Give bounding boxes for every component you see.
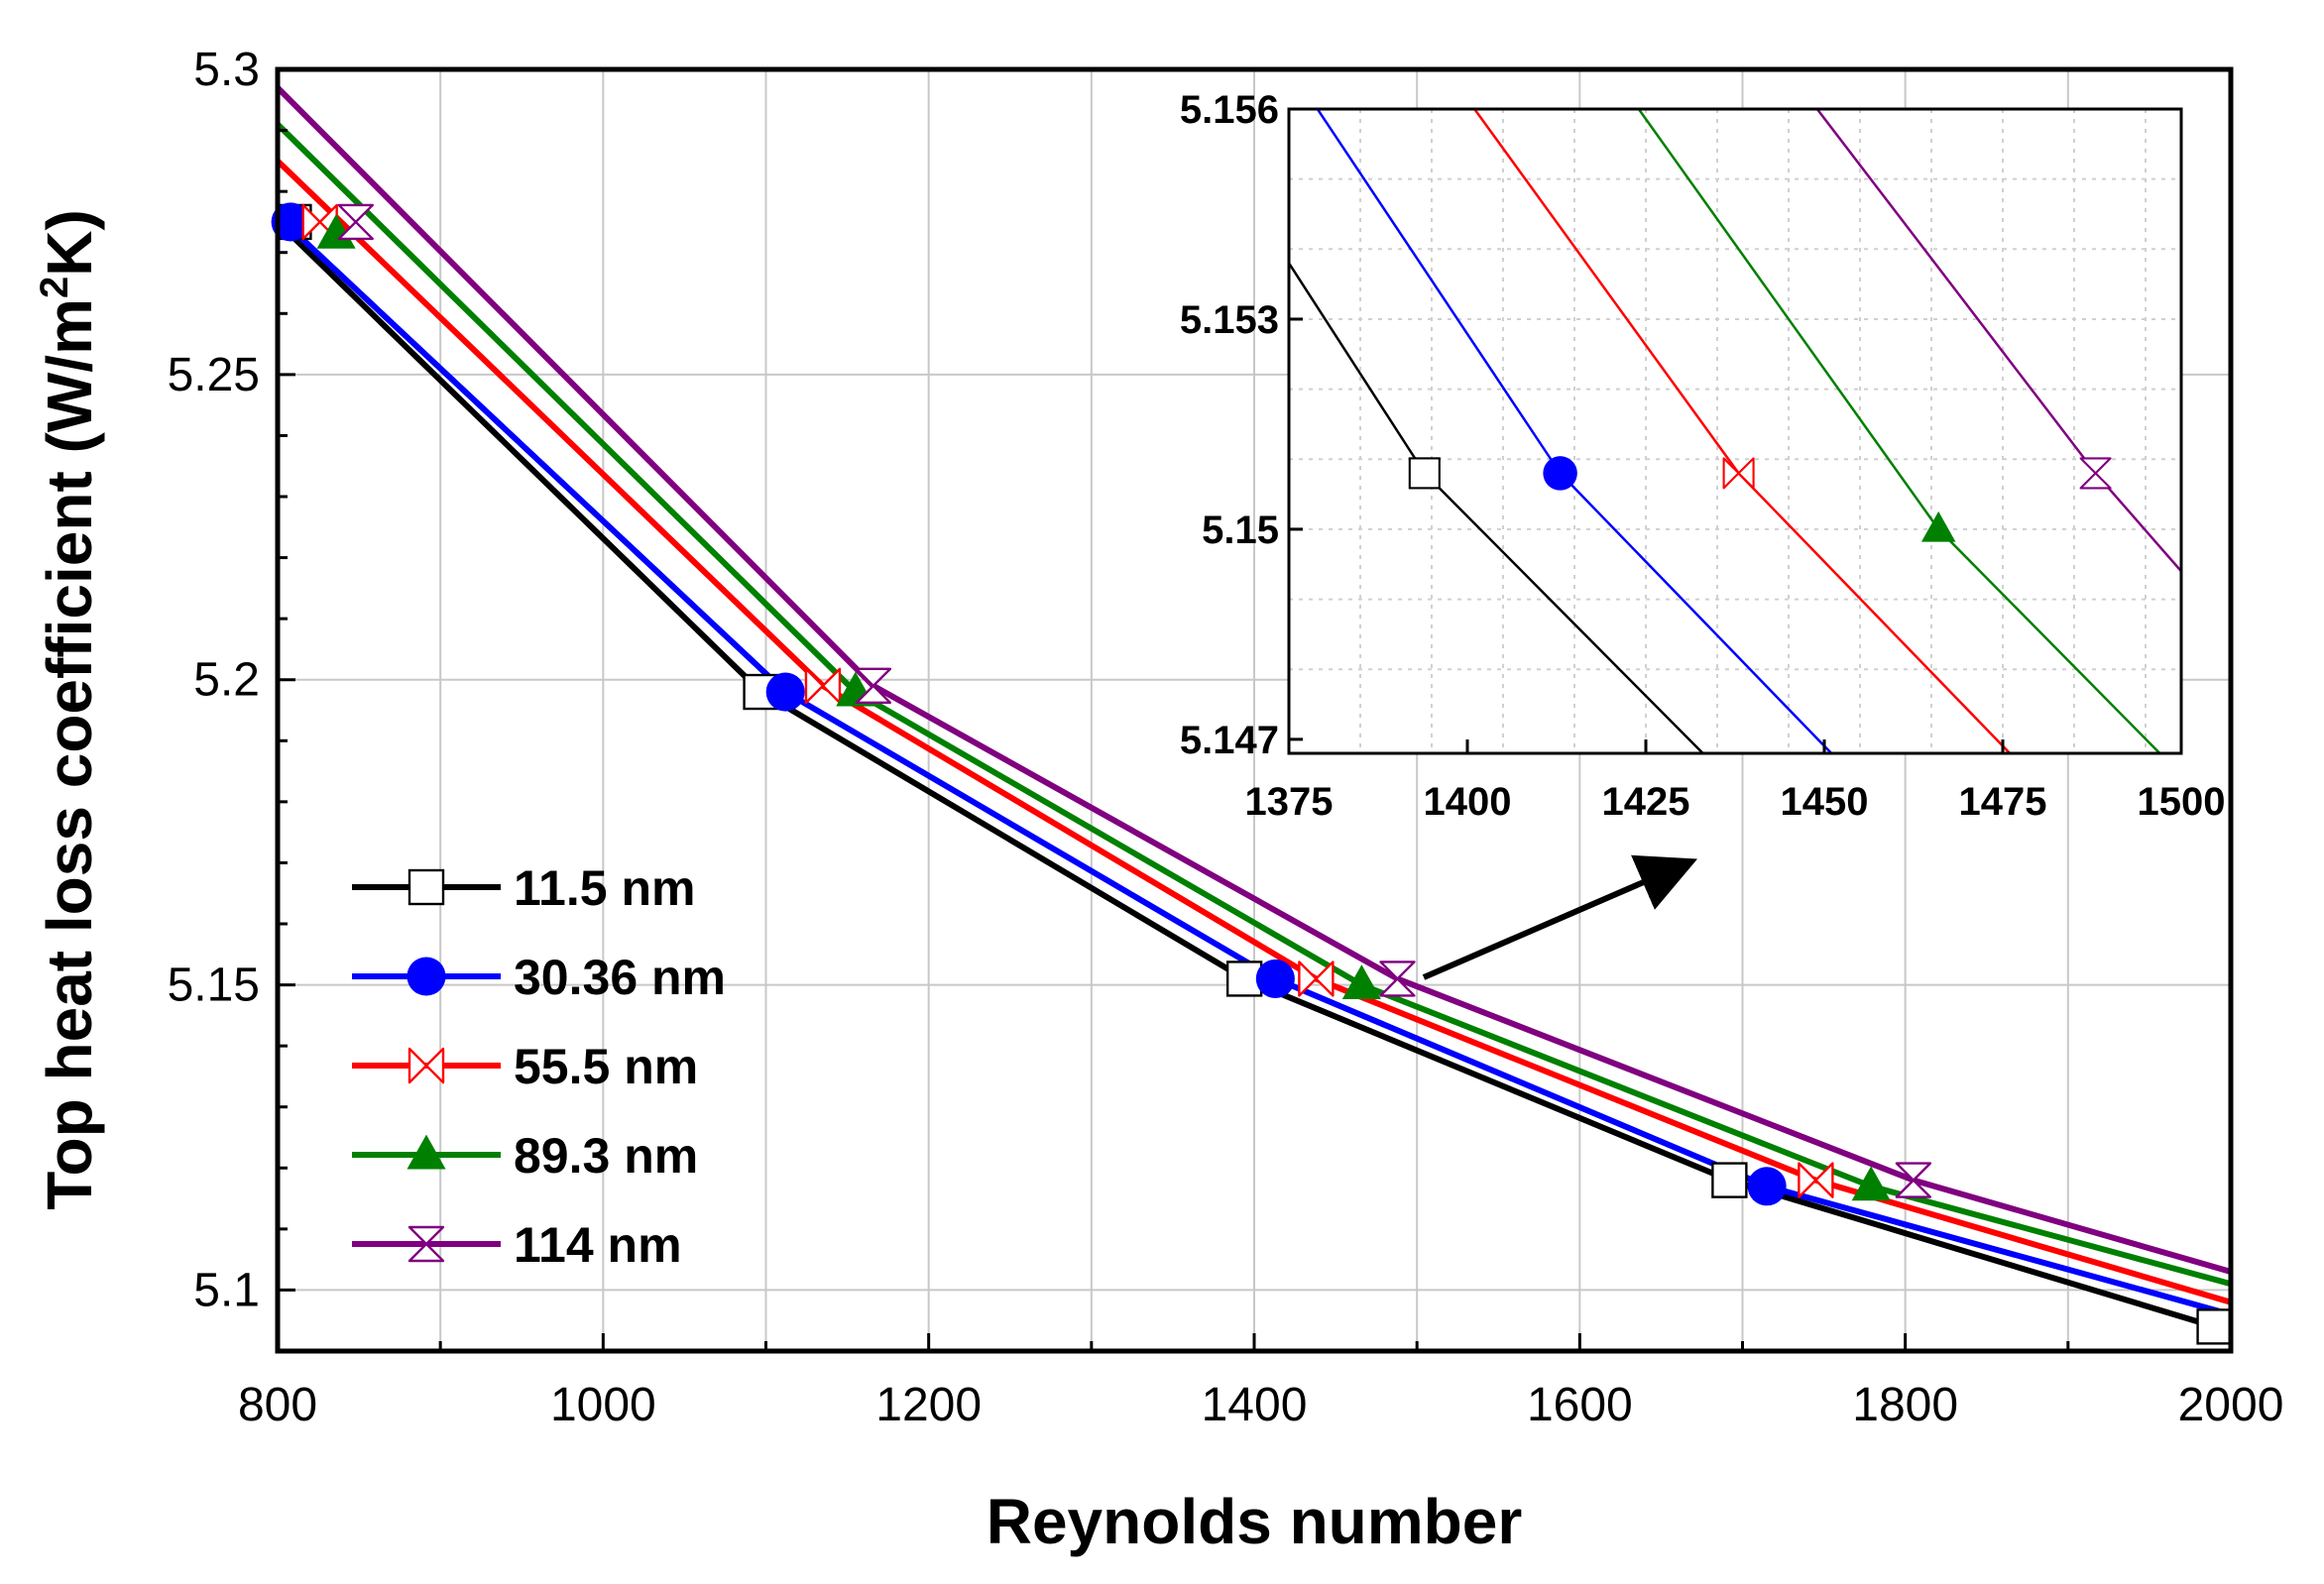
x-tick-label: 1600 (1527, 1379, 1633, 1431)
zoom-arrow (1422, 854, 1698, 980)
inset-data-point (1722, 457, 1755, 490)
data-point (1379, 961, 1416, 997)
y-tick-label: 5.15 (168, 960, 260, 1012)
inset-x-tick-label: 1400 (1424, 780, 1512, 824)
data-point (2196, 1308, 2233, 1345)
inset-y-tick-label: 5.147 (1180, 719, 1279, 762)
y-tick-label: 5.25 (168, 349, 260, 401)
data-point (855, 667, 892, 705)
data-point (1798, 1162, 1834, 1198)
inset-data-point (1920, 510, 1956, 542)
inset-chart: 1375 1400 1425 1450 1475 1500 5.147 5.15 5.153 5.… (1180, 88, 2226, 824)
data-point (1851, 1166, 1891, 1201)
inset-ticks: 1375 1400 1425 1450 1475 1500 5.147 5.15 5.153 5.… (1180, 88, 2226, 824)
data-point (804, 667, 842, 705)
inset-data-point (2079, 457, 2112, 490)
x-tick-label: 1800 (1852, 1379, 1958, 1431)
legend-label: 89.3 nm (514, 1128, 698, 1184)
main-markers (271, 202, 2233, 1345)
legend-label: 30.36 nm (514, 950, 726, 1005)
inset-x-tick-label: 1450 (1781, 780, 1869, 824)
legend-swatch-marker (407, 1225, 445, 1263)
data-point (337, 203, 374, 241)
inset-x-tick-label: 1425 (1602, 780, 1690, 824)
legend-swatch-marker (407, 1134, 446, 1170)
x-tick-label: 1000 (550, 1379, 656, 1431)
inset-grid (1289, 109, 2181, 753)
inset-y-tick-label: 5.15 (1202, 509, 1279, 552)
y-tick-label: 5.1 (193, 1264, 260, 1316)
inset-background (1289, 109, 2181, 753)
data-point (1298, 961, 1335, 997)
inset-x-tick-label: 1500 (2138, 780, 2226, 824)
data-point (1255, 959, 1295, 998)
data-point (1341, 964, 1381, 1000)
inset-y-tick-label: 5.153 (1180, 298, 1279, 342)
x-tick-label: 1200 (875, 1379, 982, 1431)
data-point (1711, 1162, 1748, 1198)
legend-swatch-marker (407, 1047, 445, 1084)
legend-swatch-marker (407, 868, 445, 906)
y-axis-title-sup: 2 (33, 277, 76, 298)
legend-label: 11.5 nm (514, 860, 695, 916)
y-axis-title-pre: Top heat loss coefficient (W/m (34, 298, 105, 1210)
x-axis-title: Reynolds number (987, 1486, 1523, 1557)
data-point (271, 202, 310, 242)
inset-x-tick-label: 1475 (1959, 780, 2047, 824)
y-axis-title-post: K) (34, 209, 105, 277)
y-axis-title: Top heat loss coefficient (W/m2K) (33, 209, 105, 1210)
inset-data-point (1543, 456, 1577, 491)
data-point (1225, 961, 1263, 997)
inset-y-tick-label: 5.156 (1180, 88, 1279, 132)
inset-x-tick-label: 1375 (1245, 780, 1334, 824)
x-tick-label: 800 (238, 1379, 317, 1431)
y-tick-label: 5.3 (193, 44, 260, 96)
inset-data-point (1408, 457, 1441, 490)
data-point (301, 203, 338, 241)
data-point (1895, 1162, 1932, 1198)
legend-label: 114 nm (514, 1217, 682, 1273)
y-tick-label: 5.2 (193, 654, 260, 707)
legend-label: 55.5 nm (514, 1039, 698, 1094)
data-point (765, 672, 805, 712)
legend-swatch-marker (407, 957, 446, 996)
inset-markers (1408, 456, 2112, 542)
main-ticks: 800 1000 1200 1400 1600 1800 2000 5.1 5.15 5.2 5.2… (168, 44, 2284, 1431)
legend: 11.5 nm 30.36 nm 55.5 nm 89.3 nm 114 nm (352, 860, 726, 1273)
data-point (1747, 1167, 1787, 1206)
inset-frame (1287, 107, 2183, 755)
x-tick-label: 2000 (2178, 1379, 2284, 1431)
x-tick-label: 1400 (1202, 1379, 1308, 1431)
